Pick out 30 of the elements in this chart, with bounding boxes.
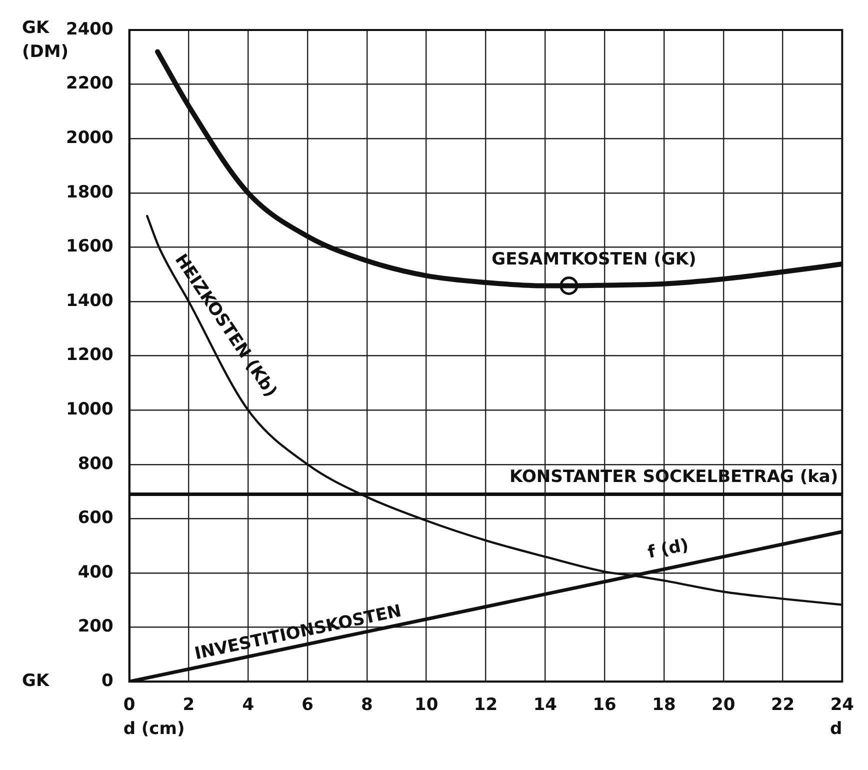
y-tick-label: 400 bbox=[78, 562, 114, 582]
x-tick-label: 14 bbox=[533, 695, 558, 716]
text: d bbox=[830, 719, 842, 740]
y-tick-label: 800 bbox=[78, 454, 114, 474]
y-tick-label: 1800 bbox=[66, 182, 114, 202]
x-tick-label: 0 bbox=[123, 695, 136, 716]
y-tick-label: 200 bbox=[78, 616, 114, 637]
y-tick-label: 1400 bbox=[66, 290, 114, 311]
x-axis-title: d (cm) bbox=[123, 719, 185, 740]
x-tick-label: 18 bbox=[652, 695, 676, 716]
x-tick-label: 16 bbox=[592, 695, 616, 716]
y-tick-label: 2200 bbox=[66, 74, 114, 94]
x-tick-label: 6 bbox=[302, 695, 314, 716]
x-tick-label: 12 bbox=[474, 695, 498, 716]
y-tick-label: 2400 bbox=[66, 19, 114, 40]
y-tick-label: 0 bbox=[101, 671, 114, 692]
x-tick-label: 8 bbox=[361, 695, 373, 716]
y-tick-label: 1600 bbox=[66, 236, 114, 257]
y-tick-label: 1200 bbox=[66, 345, 114, 366]
y-tick-label: 2000 bbox=[66, 128, 114, 148]
x-tick-label: 2 bbox=[182, 695, 195, 716]
y-tick-label: 1000 bbox=[66, 400, 114, 420]
y-tick-label: 600 bbox=[78, 508, 114, 528]
annotation: f (d) bbox=[646, 535, 690, 563]
x-tick-label: 20 bbox=[712, 695, 736, 716]
x-tick-label: 22 bbox=[770, 695, 795, 716]
text: GK bbox=[22, 671, 50, 692]
x-tick-label: 24 bbox=[830, 695, 854, 716]
x-tick-label: 4 bbox=[242, 695, 254, 716]
x-tick-label: 10 bbox=[414, 695, 438, 716]
